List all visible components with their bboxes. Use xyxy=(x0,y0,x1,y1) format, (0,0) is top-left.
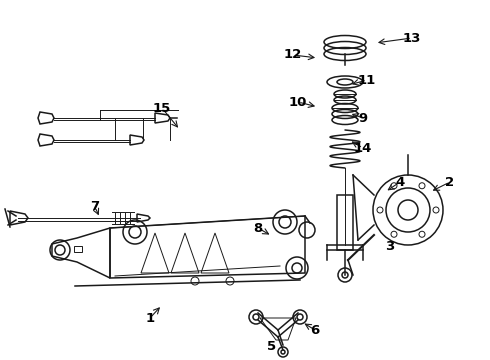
Bar xyxy=(337,195,353,250)
Text: 11: 11 xyxy=(358,73,376,86)
Text: 12: 12 xyxy=(284,49,302,62)
Text: 4: 4 xyxy=(395,175,405,189)
Text: 5: 5 xyxy=(268,341,276,354)
Bar xyxy=(74,246,82,252)
Text: 3: 3 xyxy=(385,240,394,253)
Text: 13: 13 xyxy=(403,31,421,45)
Text: 8: 8 xyxy=(253,221,263,234)
Text: 2: 2 xyxy=(445,175,455,189)
Text: 7: 7 xyxy=(91,201,99,213)
Text: 1: 1 xyxy=(146,311,154,324)
Text: 6: 6 xyxy=(310,324,319,337)
Text: 10: 10 xyxy=(289,95,307,108)
Text: 15: 15 xyxy=(153,102,171,114)
Text: 9: 9 xyxy=(359,112,368,125)
Text: 14: 14 xyxy=(354,141,372,154)
